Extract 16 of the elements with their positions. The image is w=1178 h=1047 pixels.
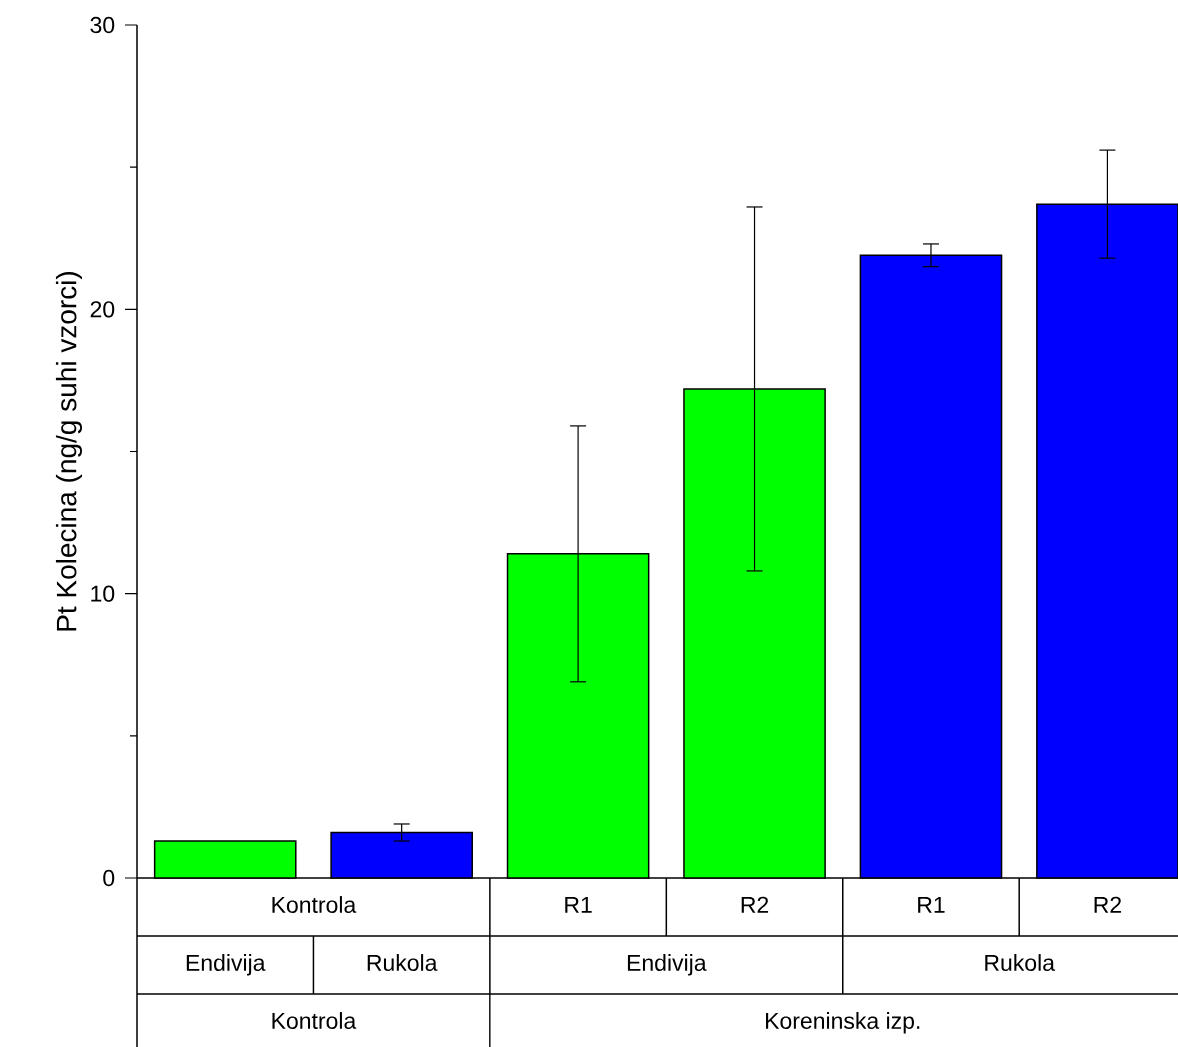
x-tick-label: R1 xyxy=(918,896,945,913)
y-tick-label: 20 xyxy=(90,301,115,318)
x-tick-label: R2 xyxy=(1094,896,1121,913)
x-tick-label: Kontrola xyxy=(272,896,357,913)
text: Rukola xyxy=(367,954,438,971)
text: Koreninska izp. xyxy=(766,1012,920,1034)
y-tick-label: 30 xyxy=(90,16,115,34)
x-tick-label: R1 xyxy=(565,896,592,913)
y-tick-label: 0 xyxy=(103,869,115,887)
x-tick-label: R2 xyxy=(741,896,769,913)
text: Rukola xyxy=(985,954,1055,971)
y-axis-title: Pt Kolecina (ng/g suhi vzorci) xyxy=(55,271,83,631)
text: Endivija xyxy=(186,954,266,976)
text: Kontrola xyxy=(272,1012,357,1029)
y-tick-label: 10 xyxy=(91,585,115,602)
text: Endivija xyxy=(627,954,707,976)
